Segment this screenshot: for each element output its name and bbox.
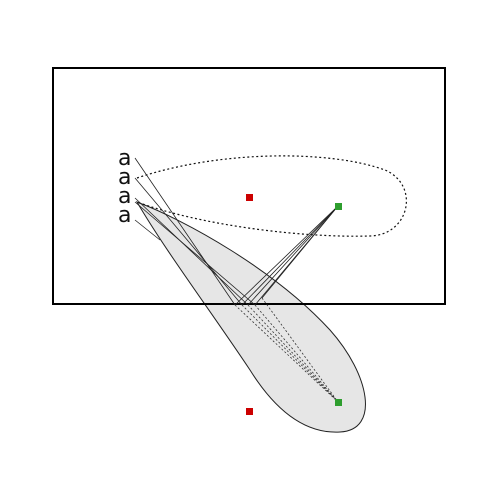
- green-marker-lower: [335, 399, 342, 406]
- label-a3: a: [118, 184, 131, 209]
- shaded-lobe: [135, 201, 366, 433]
- green-marker-upper: [335, 203, 342, 210]
- fan-lines-from-green-upper: [234, 205, 339, 306]
- label-a1: a: [118, 146, 131, 171]
- label-a2: a: [118, 165, 131, 190]
- red-marker-lower: [246, 408, 253, 415]
- fan-lines-to-convergence: [134, 157, 256, 306]
- label-a4: a: [118, 203, 131, 228]
- red-marker-upper: [246, 194, 253, 201]
- dashed-lines-to-green-lower: [234, 297, 339, 403]
